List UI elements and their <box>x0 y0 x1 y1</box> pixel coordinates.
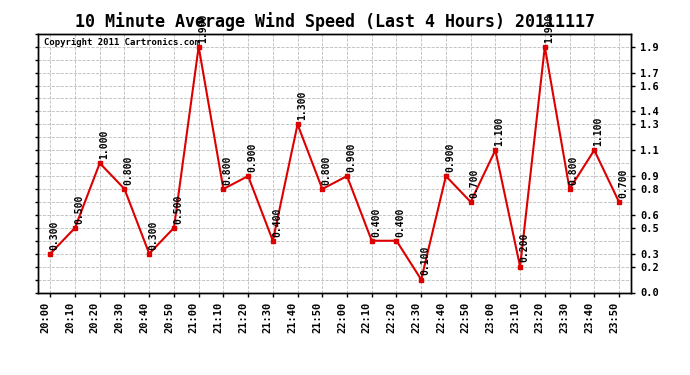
Text: 0.900: 0.900 <box>346 142 356 172</box>
Text: 0.900: 0.900 <box>247 142 257 172</box>
Text: 0.400: 0.400 <box>272 207 282 237</box>
Text: 0.700: 0.700 <box>470 168 480 198</box>
Text: 0.700: 0.700 <box>618 168 628 198</box>
Text: 0.200: 0.200 <box>520 233 529 262</box>
Text: 0.800: 0.800 <box>223 156 233 185</box>
Text: Copyright 2011 Cartronics.com: Copyright 2011 Cartronics.com <box>44 38 200 46</box>
Text: 1.300: 1.300 <box>297 91 307 120</box>
Text: 0.800: 0.800 <box>124 156 134 185</box>
Text: 0.900: 0.900 <box>445 142 455 172</box>
Text: 0.100: 0.100 <box>420 246 431 275</box>
Text: 0.300: 0.300 <box>148 220 159 249</box>
Text: 0.800: 0.800 <box>569 156 579 185</box>
Title: 10 Minute Average Wind Speed (Last 4 Hours) 20111117: 10 Minute Average Wind Speed (Last 4 Hou… <box>75 12 595 31</box>
Text: 1.900: 1.900 <box>198 13 208 42</box>
Text: 0.800: 0.800 <box>322 156 331 185</box>
Text: 0.400: 0.400 <box>371 207 381 237</box>
Text: 0.300: 0.300 <box>50 220 59 249</box>
Text: 1.100: 1.100 <box>495 117 504 146</box>
Text: 1.100: 1.100 <box>593 117 604 146</box>
Text: 1.900: 1.900 <box>544 13 554 42</box>
Text: 1.000: 1.000 <box>99 130 109 159</box>
Text: 0.400: 0.400 <box>395 207 406 237</box>
Text: 0.500: 0.500 <box>173 194 183 224</box>
Text: 0.500: 0.500 <box>75 194 84 224</box>
